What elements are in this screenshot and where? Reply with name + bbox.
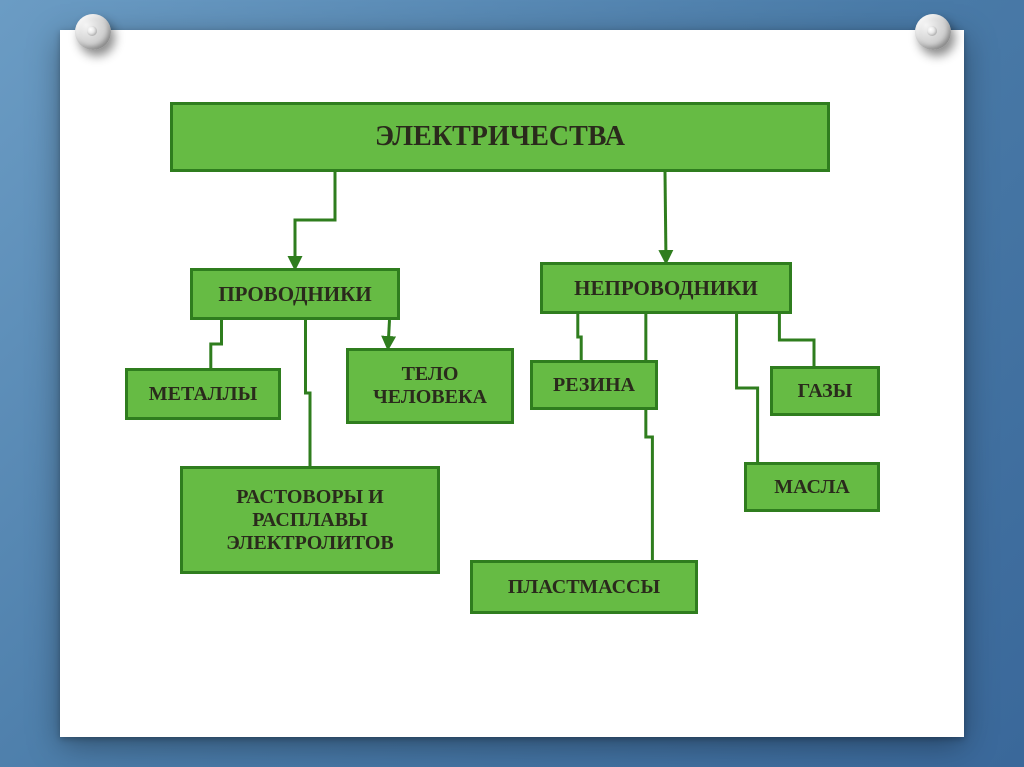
edge-root-to-nonconductors — [665, 172, 666, 262]
edge-nonconductors-to-plastics — [646, 314, 653, 560]
node-plastics: ПЛАСТМАССЫ — [470, 560, 698, 614]
edge-conductors-to-human_body — [388, 320, 390, 348]
node-nonconductors: НЕПРОВОДНИКИ — [540, 262, 792, 314]
node-conductors: ПРОВОДНИКИ — [190, 268, 400, 320]
edge-nonconductors-to-rubber — [578, 314, 581, 360]
edge-root-to-conductors — [295, 172, 335, 268]
node-electrolytes: РАСТОВОРЫ ИРАСПЛАВЫЭЛЕКТРОЛИТОВ — [180, 466, 440, 574]
node-rubber: РЕЗИНА — [530, 360, 658, 410]
edge-nonconductors-to-oils — [737, 314, 758, 462]
hierarchy-diagram: ЭЛЕКТРИЧЕСТВА ПРОВОДНИКИ НЕПРОВОДНИКИ МЕТАЛ… — [0, 0, 1024, 767]
node-gases: ГАЗЫ — [770, 366, 880, 416]
edge-conductors-to-metals — [211, 320, 222, 368]
node-root: ЭЛЕКТРИЧЕСТВА — [170, 102, 830, 172]
edge-conductors-to-electrolytes — [306, 320, 311, 466]
node-human_body: ТЕЛОЧЕЛОВЕКА — [346, 348, 514, 424]
node-metals: МЕТАЛЛЫ — [125, 368, 281, 420]
pushpin-2 — [915, 14, 951, 50]
edge-nonconductors-to-gases — [779, 314, 814, 366]
pushpin-1 — [75, 14, 111, 50]
slide-background: ЭЛЕКТРИЧЕСТВА ПРОВОДНИКИ НЕПРОВОДНИКИ МЕТАЛ… — [0, 0, 1024, 767]
node-oils: МАСЛА — [744, 462, 880, 512]
